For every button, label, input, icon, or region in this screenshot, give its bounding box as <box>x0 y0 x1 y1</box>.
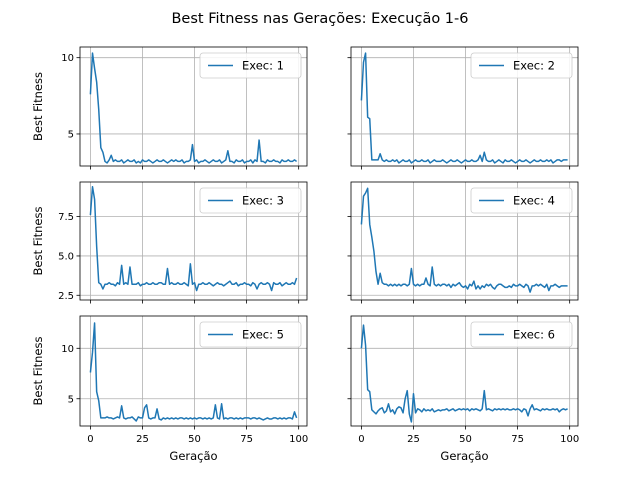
series-line <box>360 187 568 293</box>
x-tick-label: 50 <box>188 434 201 445</box>
y-tick-label: 5.0 <box>58 251 74 262</box>
axes-frame <box>79 181 308 301</box>
series-line <box>89 52 298 164</box>
x-axis-label: Geração <box>440 449 488 463</box>
y-axis-label: Best Fitness <box>31 72 45 141</box>
y-axis-label: Best Fitness <box>31 207 45 276</box>
subplot-grid: 5 10 Best Fitness Exec: 1 Exec: 2 2.5 5.0 7.5 Be… <box>31 46 579 463</box>
y-tick-label: 2.5 <box>58 291 74 302</box>
axes-frame <box>350 181 579 301</box>
legend-label: Exec: 6 <box>513 328 555 342</box>
legend-box <box>470 52 573 79</box>
x-tick-label: 0 <box>87 434 93 445</box>
axes-frame <box>350 315 579 427</box>
series-line <box>89 185 298 292</box>
legend-label: Exec: 2 <box>513 59 555 73</box>
subplot-1: 5 10 Best Fitness Exec: 1 <box>31 46 308 170</box>
x-tick-label: 25 <box>407 434 420 445</box>
subplot-4: Exec: 4 <box>347 181 579 304</box>
legend-box <box>470 187 573 214</box>
axes-frame <box>79 46 308 167</box>
legend-box <box>199 187 302 214</box>
x-tick-label: 25 <box>136 434 149 445</box>
legend-label: Exec: 3 <box>242 194 284 208</box>
subplot-6: 0 25 50 75 100 Geração Exec: 6 <box>347 315 579 463</box>
x-tick-label: 0 <box>358 434 364 445</box>
legend-box <box>199 52 302 79</box>
legend-label: Exec: 4 <box>513 194 555 208</box>
subplot-3: 2.5 5.0 7.5 Best Fitness Exec: 3 <box>31 181 308 304</box>
axes-frame <box>79 315 308 427</box>
x-tick-label: 75 <box>511 434 524 445</box>
subplot-2: Exec: 2 <box>347 46 579 170</box>
legend-label: Exec: 1 <box>242 59 284 73</box>
x-tick-label: 100 <box>289 434 308 445</box>
subplot-5: 0 25 50 75 100 5 10 Best Fitness Geração Exec: 5 <box>31 315 308 463</box>
series-line <box>360 52 568 164</box>
y-tick-label: 5 <box>68 129 74 140</box>
y-tick-label: 7.5 <box>58 212 74 223</box>
y-tick-label: 5 <box>68 394 74 405</box>
x-tick-label: 75 <box>240 434 253 445</box>
legend-label: Exec: 5 <box>242 328 284 342</box>
axes-frame <box>350 46 579 167</box>
x-axis-label: Geração <box>169 449 217 463</box>
figure-title: Best Fitness nas Gerações: Execução 1-6 <box>171 11 468 27</box>
x-tick-label: 50 <box>459 434 472 445</box>
x-tick-label: 100 <box>560 434 579 445</box>
legend-box <box>470 321 573 348</box>
y-axis-label: Best Fitness <box>31 337 45 406</box>
series-line <box>89 322 298 422</box>
y-tick-label: 10 <box>61 53 74 64</box>
series-line <box>360 324 568 423</box>
y-tick-label: 10 <box>61 344 74 355</box>
legend-box <box>199 321 302 348</box>
